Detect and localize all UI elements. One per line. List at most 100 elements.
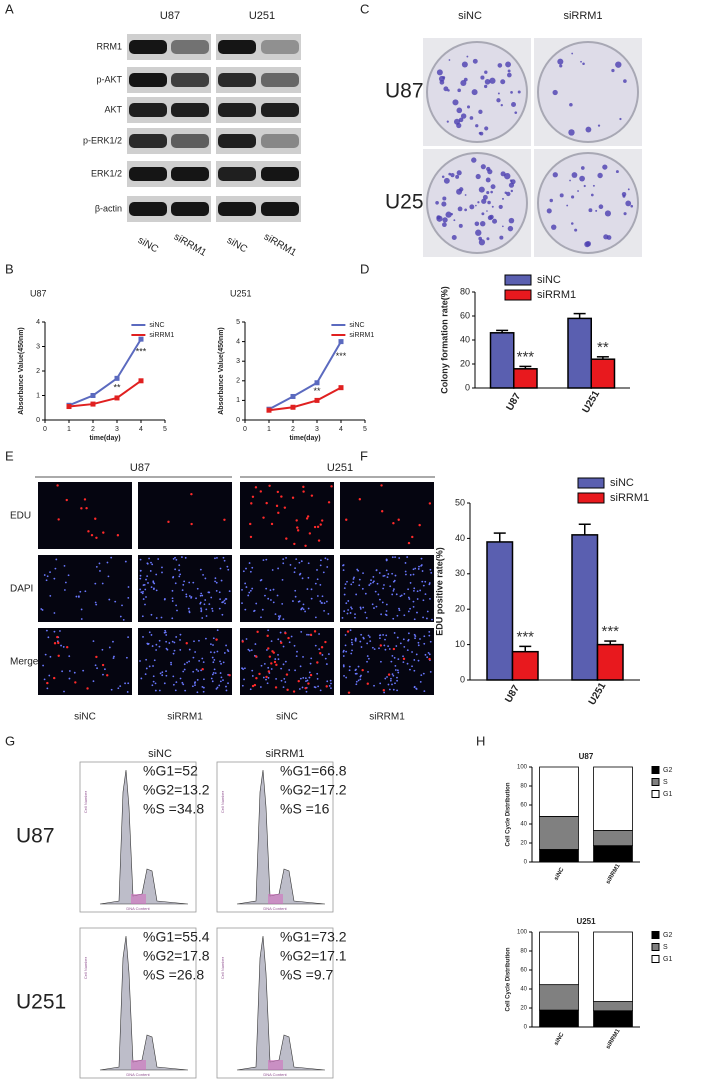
nucleus [183,663,186,666]
nucleus [375,569,378,571]
nucleus [306,588,309,590]
edu-nucleus [320,519,324,522]
nucleus [183,580,186,583]
nucleus [346,612,349,615]
nucleus [352,578,355,580]
column-header: U251 [249,10,275,22]
blot-band [261,134,299,148]
edu-nucleus [253,683,257,687]
colony [475,124,479,128]
colony [570,222,574,225]
legend-swatch [651,766,660,774]
nucleus [396,636,399,639]
nucleus [392,688,395,691]
nucleus [119,615,122,618]
nucleus [194,684,196,687]
nucleus [394,574,397,577]
nucleus [349,612,352,614]
nucleus [272,588,275,591]
nucleus [385,559,388,562]
nucleus [114,600,117,603]
nucleus [200,609,203,611]
point [114,395,120,401]
nucleus [44,653,47,656]
nucleus [248,562,251,564]
nucleus [53,577,56,580]
nucleus [417,644,420,647]
nucleus [94,582,97,585]
nucleus [173,641,176,644]
nucleus [226,565,229,568]
nucleus [225,689,228,692]
edu-nucleus [95,655,98,659]
colony [474,221,480,227]
nucleus [249,570,252,573]
axis-label: Cell Number [220,956,225,979]
nucleus [227,568,230,571]
nucleus [391,593,394,596]
nucleus [297,600,300,603]
y-tick-label: 20 [520,1006,527,1012]
row-label: U251 [385,191,435,214]
protein-label: p-AKT [96,74,122,84]
point [338,385,344,391]
significance: *** [336,351,347,361]
edu-nucleus [265,501,268,505]
nucleus [92,680,95,683]
nucleus [316,578,319,581]
nucleus [302,656,304,658]
nucleus [267,597,270,600]
bar [513,368,538,389]
nucleus [119,685,122,688]
nucleus [343,593,346,596]
legend-label: G2 [663,767,672,774]
nucleus [222,679,224,681]
nucleus [277,615,280,618]
nucleus [265,558,268,561]
nucleus [251,587,254,590]
nucleus [210,677,213,680]
nucleus [80,618,83,620]
nucleus [384,613,387,616]
nucleus [64,581,67,584]
nucleus [285,556,287,559]
nucleus [164,597,166,600]
nucleus [390,660,393,663]
edu-nucleus [267,670,271,673]
nucleus [98,562,101,565]
colony [448,172,452,176]
edu-nucleus [241,640,244,643]
nucleus [42,664,44,667]
nucleus [398,557,401,559]
nucleus [153,587,155,590]
row-label: U87 [16,825,55,848]
nucleus [400,594,403,597]
column-header: siNC [458,10,482,22]
colony [492,218,498,224]
nucleus [49,594,52,597]
nucleus [248,591,251,594]
nucleus [210,643,212,646]
edu-nucleus [382,689,386,692]
nucleus [152,581,155,584]
nucleus [226,649,229,651]
colony [500,171,506,177]
nucleus [158,645,161,648]
micrograph [138,482,232,549]
nucleus [145,658,148,661]
nucleus [379,637,381,640]
phase-fill [131,894,146,904]
nucleus [310,657,313,660]
nucleus [262,676,265,679]
nucleus [181,589,184,592]
nucleus [139,569,142,572]
nucleus [175,681,178,684]
nucleus [225,685,227,688]
plate [426,152,528,254]
colony [559,193,564,198]
nucleus [413,686,416,689]
colony [484,126,489,131]
nucleus [391,556,394,559]
point [114,375,120,381]
edu-nucleus [291,496,295,499]
